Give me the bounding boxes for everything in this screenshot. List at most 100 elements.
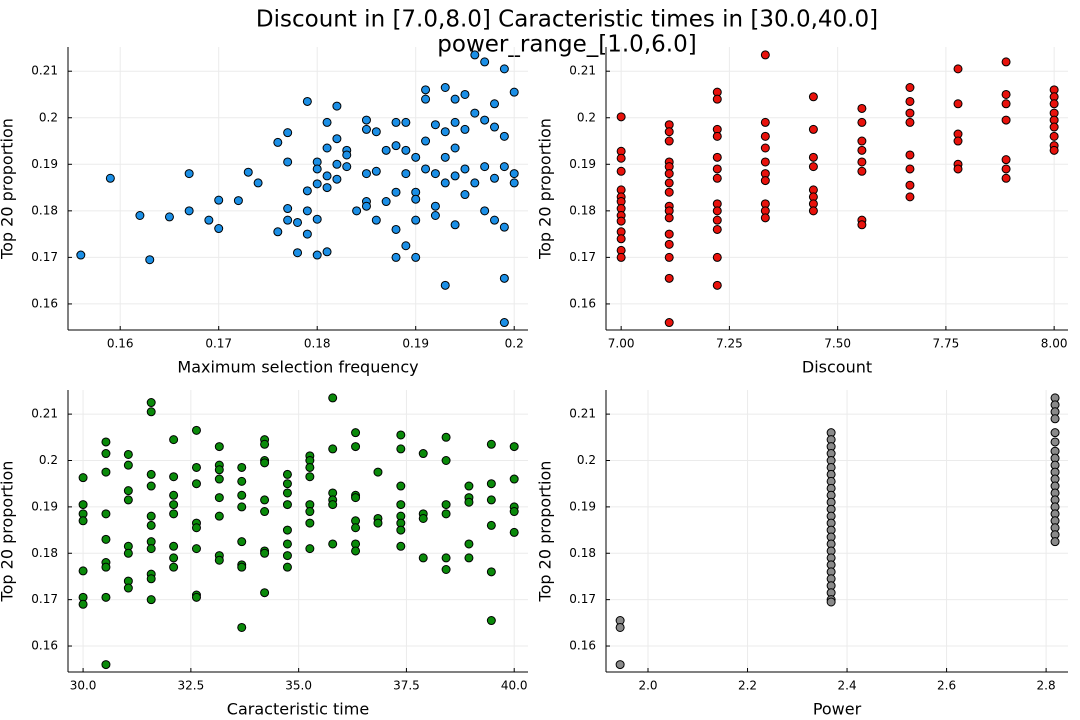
point [480,162,490,172]
point [808,152,818,162]
figure-subtitle: power_range_[1.0,6.0] [437,32,696,58]
point [352,206,362,216]
point [1001,164,1011,174]
point [305,518,315,528]
point [312,179,322,189]
point [760,143,770,153]
point [440,127,450,137]
point [509,442,519,452]
y-tick-label: 0.18 [31,203,58,217]
point [441,500,451,510]
point [322,247,332,257]
point [1049,99,1059,109]
point [78,500,88,510]
point [616,166,626,176]
point [486,616,496,626]
point [712,280,722,290]
point [486,479,496,489]
point [332,159,342,169]
y-tick-label: 0.21 [569,64,596,78]
point [191,592,201,602]
point [76,250,86,260]
point [826,597,836,607]
point [616,252,626,262]
y-tick-label: 0.16 [569,296,596,310]
point [401,145,411,155]
point [273,227,283,237]
point [146,481,156,491]
x-tick-label: 0.2 [505,337,524,351]
point [391,117,401,127]
point [191,462,201,472]
point [1050,437,1060,447]
point [1001,155,1011,165]
point [391,224,401,234]
point [450,94,460,104]
point [480,206,490,216]
point [214,555,224,565]
x-tick-label: 7.00 [608,337,635,351]
point [237,490,247,500]
x-tick-label: 32.5 [178,679,205,693]
point [401,117,411,127]
x-axis-label: Discount [802,358,872,377]
y-tick-label: 0.19 [569,157,596,171]
point [499,64,509,74]
point [282,488,292,498]
point [101,437,111,447]
point [664,127,674,137]
y-tick-label: 0.17 [31,592,58,606]
x-tick-label: 2.4 [838,679,857,693]
point [664,178,674,188]
point [905,192,915,202]
y-axis-label: Top 20 proportion [0,461,17,603]
x-tick-label: 40.0 [501,679,528,693]
point [373,518,383,528]
point [282,479,292,489]
point [332,101,342,111]
point [499,162,509,172]
x-tick-label: 0.17 [205,337,232,351]
y-tick-label: 0.18 [569,546,596,560]
point [101,592,111,602]
point [470,178,480,188]
point [342,150,352,160]
point [905,117,915,127]
point [664,136,674,146]
point [857,145,867,155]
point [421,164,431,174]
point [123,486,133,496]
point [312,214,322,224]
point [396,541,406,551]
point [322,183,332,193]
point [351,523,361,533]
x-tick-label: 8.00 [1041,337,1068,351]
point [328,539,338,549]
point [237,562,247,572]
point [78,599,88,609]
point [411,152,421,162]
point [146,595,156,605]
y-tick-label: 0.21 [31,407,58,421]
point [450,143,460,153]
point [146,398,156,408]
point [146,520,156,530]
point [440,280,450,290]
point [411,194,421,204]
point [401,169,411,179]
x-tick-label: 37.5 [393,679,420,693]
point [712,215,722,225]
x-tick-label: 7.75 [933,337,960,351]
point [260,495,270,505]
point [411,215,421,225]
point [464,481,474,491]
point [905,82,915,92]
point [332,134,342,144]
point [361,124,371,134]
point [371,127,381,137]
point [1049,122,1059,132]
point [664,169,674,179]
point [401,241,411,251]
point [1050,414,1060,424]
